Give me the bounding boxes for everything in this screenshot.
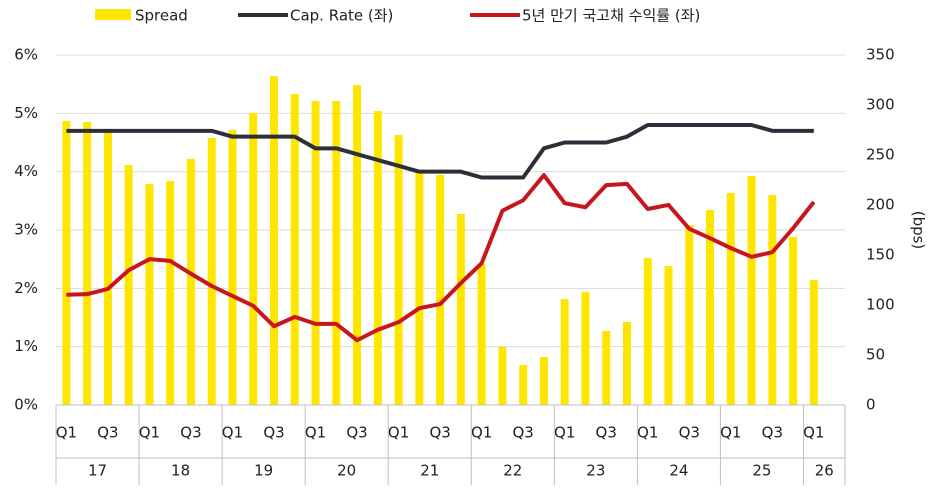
bar [62, 121, 71, 405]
y2-tick-label: 200 [866, 196, 895, 214]
x-tick-label: Q3 [180, 424, 201, 442]
y2-tick-label: 150 [866, 246, 895, 264]
bar [498, 347, 507, 405]
group-label: 24 [669, 462, 688, 480]
x-tick-label: Q3 [429, 424, 450, 442]
bar [166, 181, 175, 405]
y-tick-label: 5% [14, 104, 38, 122]
y2-tick-label: 250 [866, 146, 895, 164]
bar [311, 101, 320, 405]
group-label: 23 [586, 462, 605, 480]
bar [809, 280, 818, 405]
x-tick-label: Q1 [56, 424, 77, 442]
bar [581, 292, 590, 405]
x-tick-label: Q1 [637, 424, 658, 442]
bar [560, 299, 569, 405]
x-tick-label: Q1 [471, 424, 492, 442]
y2-axis-label: (bps) [910, 211, 928, 250]
legend-label: Cap. Rate (좌) [290, 7, 393, 25]
bar [685, 225, 694, 405]
bar [290, 94, 299, 405]
x-tick-label: Q3 [762, 424, 783, 442]
bar [602, 331, 611, 405]
group-label: 21 [420, 462, 439, 480]
x-tick-label: Q1 [554, 424, 575, 442]
y-tick-label: 6% [14, 46, 38, 64]
bar [539, 357, 548, 405]
legend-swatch [95, 9, 131, 20]
bar [726, 193, 735, 405]
bar [228, 130, 237, 405]
x-tick-label: Q1 [803, 424, 824, 442]
bar [394, 135, 403, 405]
bar [622, 322, 631, 405]
x-tick-label: Q1 [305, 424, 326, 442]
y-tick-label: 4% [14, 162, 38, 180]
group-label: 20 [337, 462, 356, 480]
y-tick-label: 3% [14, 221, 38, 239]
bar [415, 170, 424, 405]
x-tick-label: Q1 [222, 424, 243, 442]
group-label: 25 [752, 462, 771, 480]
group-label: 22 [503, 462, 522, 480]
y2-tick-label: 350 [866, 46, 895, 64]
bar [768, 195, 777, 405]
bar [124, 165, 133, 405]
group-label: 26 [815, 462, 834, 480]
bar [477, 264, 486, 405]
y-tick-label: 1% [14, 337, 38, 355]
line [66, 123, 814, 180]
bar [83, 122, 92, 405]
legend-label: 5년 만기 국고채 수익률 (좌) [522, 7, 700, 25]
bar [747, 176, 756, 405]
bar [186, 159, 195, 405]
bar [332, 101, 341, 405]
bar [436, 175, 445, 405]
x-tick-label: Q3 [679, 424, 700, 442]
bar [207, 138, 216, 405]
bar [789, 237, 798, 405]
y-tick-label: 0% [14, 396, 38, 414]
bar [519, 365, 528, 405]
y2-tick-label: 100 [866, 296, 895, 314]
x-tick-label: Q1 [720, 424, 741, 442]
x-tick-label: Q3 [263, 424, 284, 442]
y2-tick-label: 300 [866, 96, 895, 114]
bar [643, 258, 652, 405]
group-label: 19 [254, 462, 273, 480]
y2-tick-label: 0 [866, 396, 876, 414]
y2-tick-label: 50 [866, 346, 885, 364]
x-tick-label: Q3 [596, 424, 617, 442]
x-tick-label: Q1 [388, 424, 409, 442]
legend-label: Spread [135, 7, 188, 25]
x-tick-label: Q3 [512, 424, 533, 442]
line [66, 173, 816, 343]
bar [270, 76, 279, 405]
group-label: 18 [171, 462, 190, 480]
x-tick-label: Q3 [97, 424, 118, 442]
x-tick-label: Q3 [346, 424, 367, 442]
bar [145, 184, 154, 405]
bar [456, 214, 465, 405]
y-tick-label: 2% [14, 279, 38, 297]
bar [373, 111, 382, 405]
bar [249, 113, 258, 405]
bar [706, 210, 715, 405]
bar [103, 130, 112, 405]
group-label: 17 [88, 462, 107, 480]
bar [664, 266, 673, 405]
bar [353, 85, 362, 405]
x-tick-label: Q1 [139, 424, 160, 442]
